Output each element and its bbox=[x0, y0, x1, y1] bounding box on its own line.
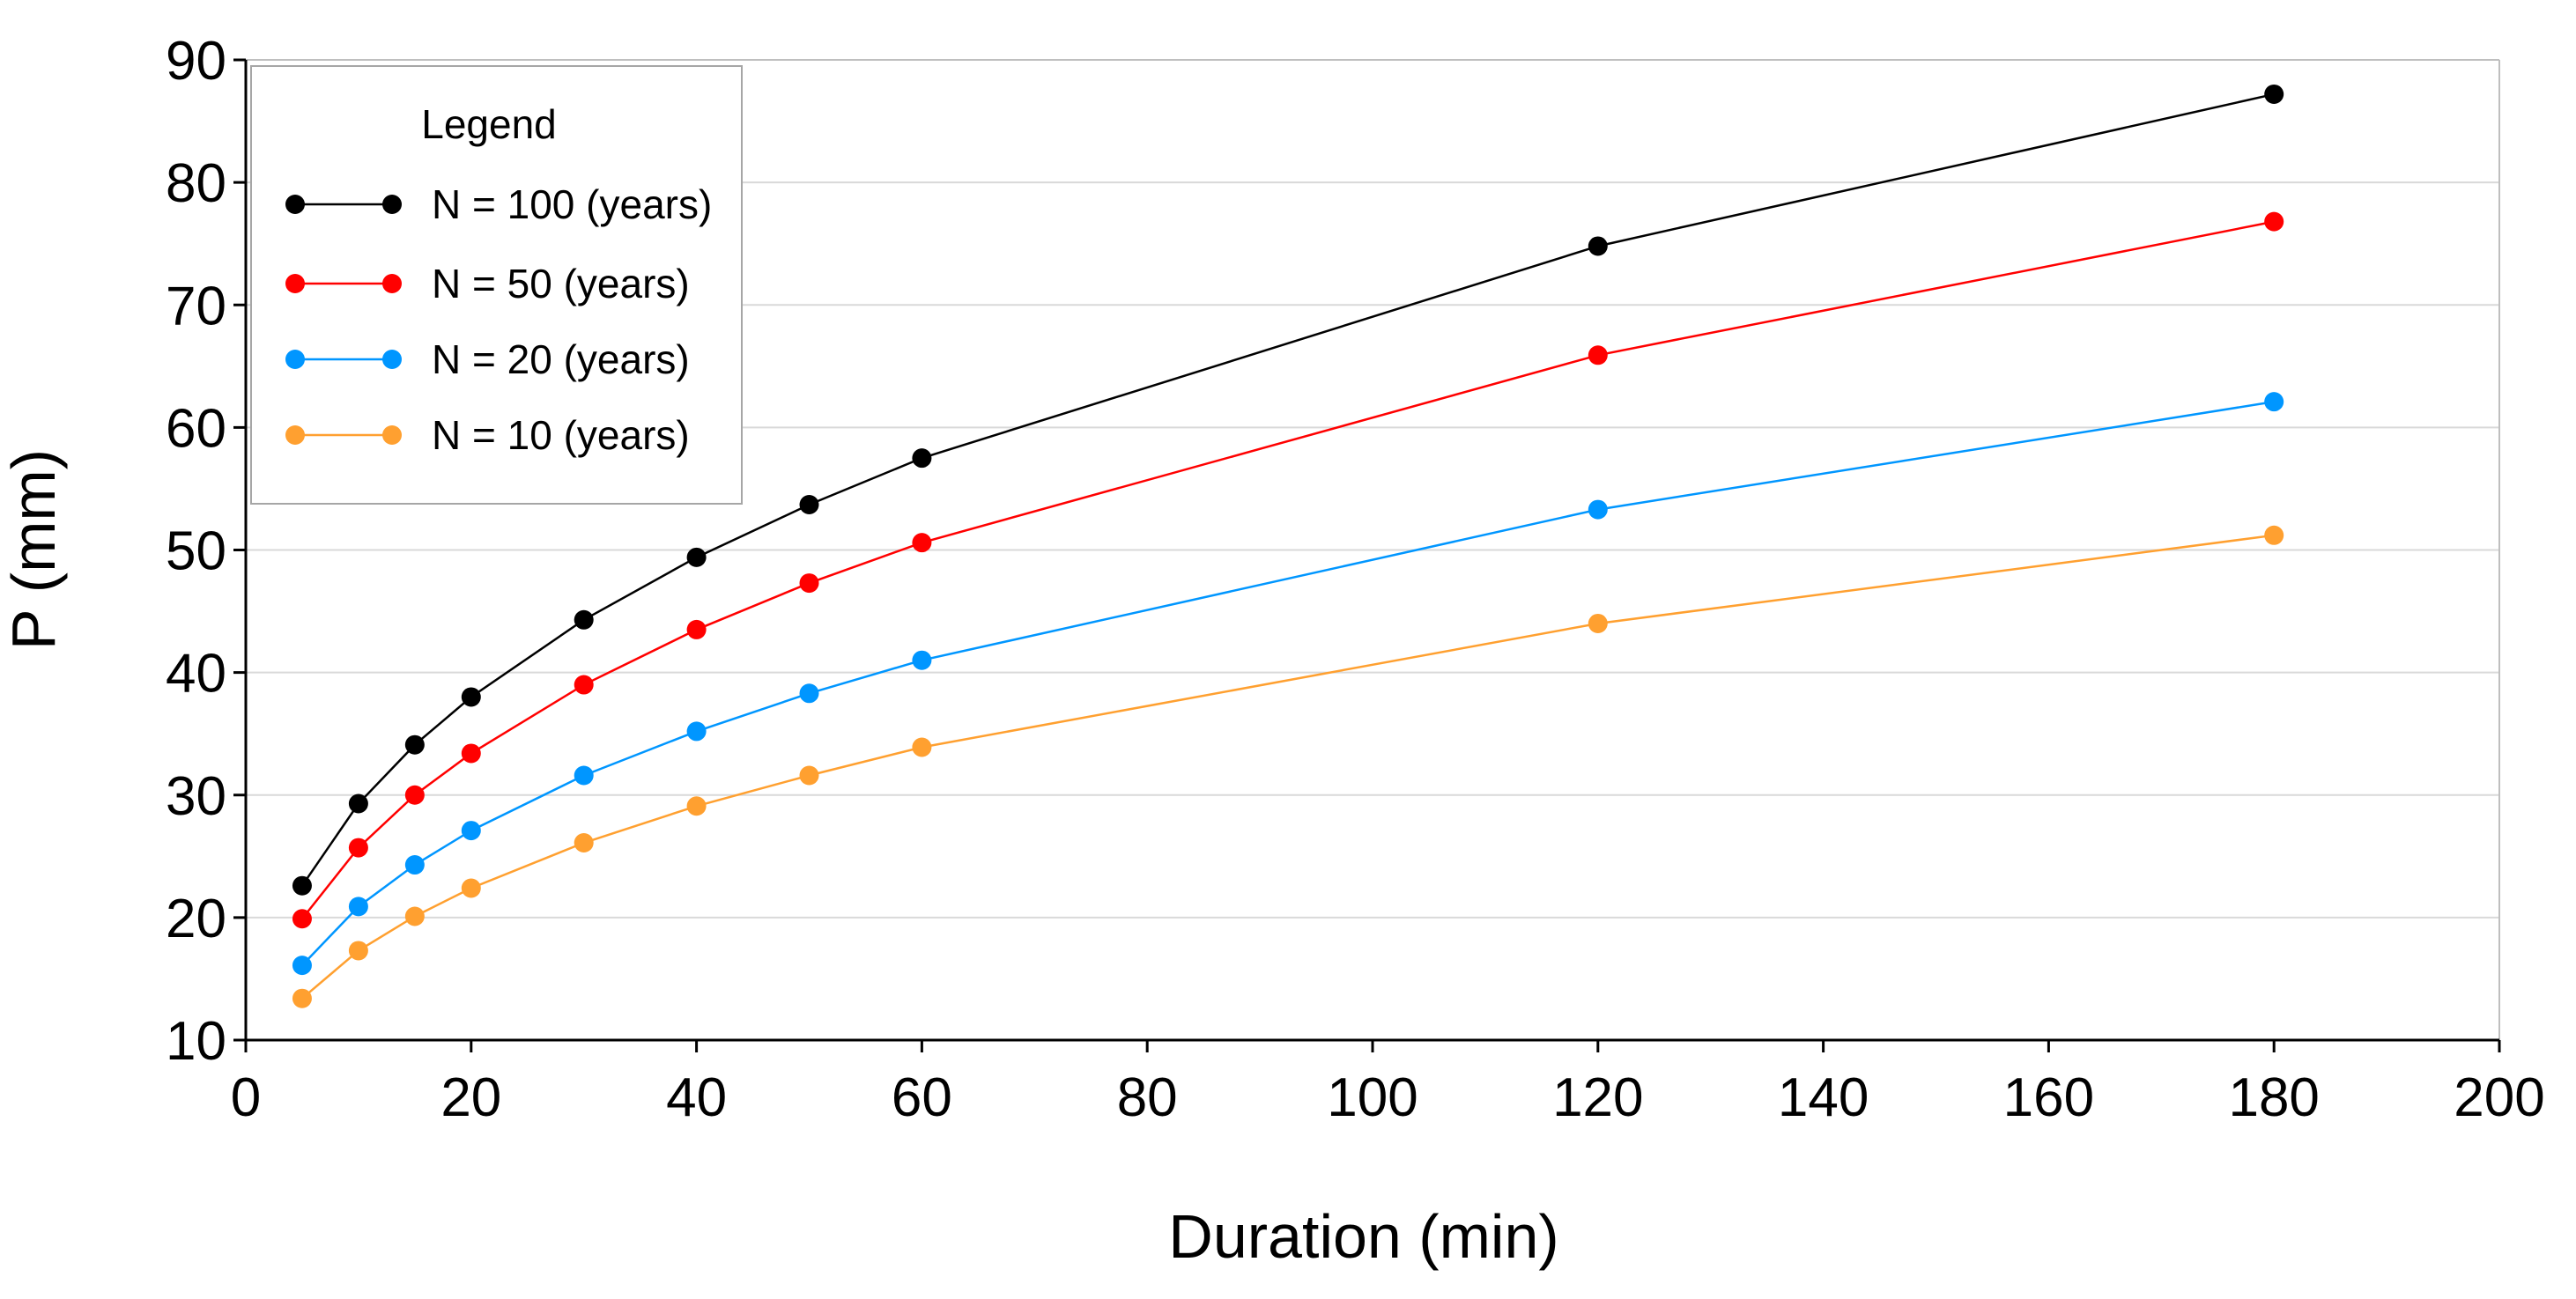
x-tick-label: 140 bbox=[1778, 1067, 1869, 1128]
legend-marker bbox=[382, 274, 402, 293]
legend-item: N = 10 (years) bbox=[285, 412, 690, 458]
series-line bbox=[300, 220, 2275, 920]
y-axis-title: P (mm) bbox=[0, 449, 68, 650]
data-point bbox=[2264, 84, 2284, 104]
y-tick-label: 60 bbox=[166, 398, 226, 459]
x-tick-label: 60 bbox=[892, 1067, 952, 1128]
data-point bbox=[1588, 345, 1608, 365]
data-point bbox=[292, 875, 312, 896]
x-tick-label: 180 bbox=[2228, 1067, 2319, 1128]
y-tick-label: 90 bbox=[166, 31, 226, 92]
x-tick-label: 40 bbox=[666, 1067, 727, 1128]
data-point bbox=[799, 683, 819, 704]
data-point bbox=[1588, 613, 1608, 633]
series-3 bbox=[292, 525, 2284, 1008]
series-line bbox=[301, 400, 2275, 966]
data-point bbox=[574, 675, 594, 695]
data-point bbox=[912, 448, 932, 469]
data-point bbox=[292, 956, 312, 976]
data-point bbox=[912, 737, 932, 757]
data-point bbox=[404, 906, 425, 926]
data-point bbox=[461, 743, 481, 764]
x-tick-label: 160 bbox=[2003, 1067, 2094, 1128]
series-group bbox=[292, 84, 2284, 1008]
data-point bbox=[686, 547, 707, 567]
series-2 bbox=[292, 392, 2284, 976]
y-tick-label: 70 bbox=[166, 276, 226, 336]
x-tick-label: 0 bbox=[231, 1067, 261, 1128]
legend-marker bbox=[382, 425, 402, 445]
x-axis-title: Duration (min) bbox=[1168, 1202, 1558, 1271]
data-point bbox=[461, 878, 481, 898]
data-point bbox=[686, 721, 707, 742]
y-tick-label: 50 bbox=[166, 521, 226, 582]
legend-label: N = 50 (years) bbox=[432, 261, 690, 306]
legend: N = 100 (years) N = 50 (years) N = 20 (yea… bbox=[250, 65, 743, 505]
data-point bbox=[461, 687, 481, 707]
data-point bbox=[686, 619, 707, 639]
data-point bbox=[2264, 392, 2284, 412]
data-point bbox=[686, 796, 707, 816]
data-point bbox=[348, 897, 368, 917]
legend-marker bbox=[382, 350, 402, 369]
axes: 10 20 30 40 50 60 70 80 90 0 20 40 60 80 100 120 140 160 1… bbox=[166, 31, 2545, 1128]
data-point bbox=[2264, 211, 2284, 232]
data-point bbox=[348, 793, 368, 814]
data-point bbox=[404, 855, 425, 875]
y-tick-label: 30 bbox=[166, 766, 226, 827]
x-tick-label: 100 bbox=[1327, 1067, 1418, 1128]
data-point bbox=[1588, 236, 1608, 256]
legend-marker bbox=[285, 350, 305, 369]
x-tick-label: 120 bbox=[1552, 1067, 1643, 1128]
legend-marker bbox=[285, 195, 305, 214]
legend-item: N = 100 (years) bbox=[285, 181, 712, 227]
y-tick-label: 10 bbox=[166, 1011, 226, 1072]
data-point bbox=[799, 495, 819, 515]
data-point bbox=[912, 533, 932, 553]
x-tick-label: 20 bbox=[440, 1067, 501, 1128]
data-point bbox=[404, 785, 425, 805]
data-point bbox=[348, 941, 368, 961]
legend-item: N = 50 (years) bbox=[285, 261, 690, 306]
data-point bbox=[348, 838, 368, 858]
legend-label: N = 10 (years) bbox=[432, 412, 690, 458]
legend-label: N = 100 (years) bbox=[432, 181, 712, 227]
series-line bbox=[301, 534, 2275, 1000]
data-point bbox=[574, 609, 594, 630]
data-point bbox=[1588, 499, 1608, 520]
legend-marker bbox=[285, 425, 305, 445]
data-point bbox=[912, 650, 932, 670]
data-point bbox=[292, 988, 312, 1008]
data-point bbox=[574, 833, 594, 853]
data-point bbox=[404, 734, 425, 755]
legend-item: N = 20 (years) bbox=[285, 336, 690, 382]
series-line bbox=[300, 92, 2275, 887]
legend-marker bbox=[285, 274, 305, 293]
data-point bbox=[461, 821, 481, 841]
legend-box bbox=[250, 65, 743, 505]
x-tick-label: 200 bbox=[2454, 1067, 2544, 1128]
y-tick-label: 20 bbox=[166, 889, 226, 949]
data-point bbox=[574, 765, 594, 786]
series-1 bbox=[292, 211, 2284, 929]
series-0 bbox=[292, 84, 2284, 896]
data-point bbox=[292, 909, 312, 929]
x-tick-label: 80 bbox=[1117, 1067, 1178, 1128]
data-point bbox=[2264, 525, 2284, 545]
y-tick-label: 40 bbox=[166, 644, 226, 705]
legend-label: N = 20 (years) bbox=[432, 336, 690, 382]
y-tick-label: 80 bbox=[166, 153, 226, 214]
data-point bbox=[799, 573, 819, 594]
legend-marker bbox=[382, 195, 402, 214]
legend-title: Legend bbox=[421, 101, 557, 147]
data-point bbox=[799, 765, 819, 786]
